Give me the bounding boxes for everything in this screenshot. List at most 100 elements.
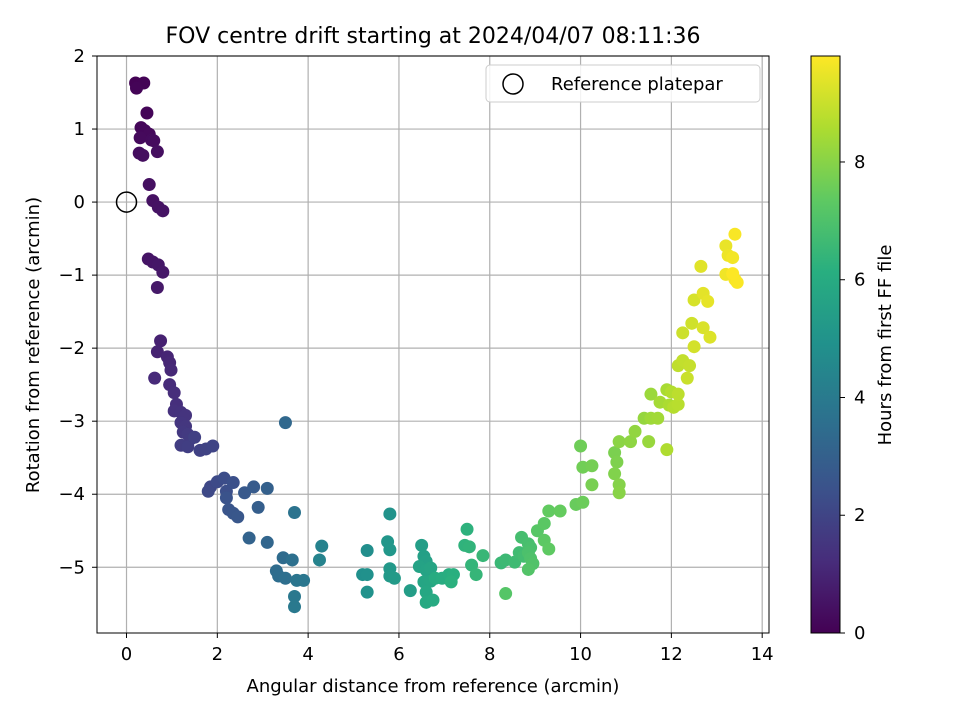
- data-point: [387, 571, 401, 585]
- data-point: [142, 178, 156, 192]
- data-point: [188, 430, 202, 444]
- x-axis-label: Angular distance from reference (arcmin): [247, 676, 620, 697]
- data-point: [701, 294, 715, 308]
- data-point: [150, 145, 164, 159]
- data-point: [206, 439, 220, 453]
- data-point: [136, 148, 150, 162]
- data-point: [315, 539, 329, 553]
- y-axis-ticks: 2 1 0 −1 −2 −3 −4 −5: [58, 46, 97, 578]
- data-point: [687, 340, 701, 354]
- legend: Reference platepar: [485, 64, 761, 103]
- data-point: [147, 134, 161, 148]
- colorbar-tick-label: 0: [854, 623, 865, 644]
- data-point: [612, 435, 626, 449]
- y-axis-label: Rotation from reference (arcmin): [23, 197, 44, 493]
- data-point: [288, 589, 302, 603]
- data-point: [285, 553, 299, 567]
- data-point: [694, 259, 708, 273]
- data-point: [696, 321, 710, 335]
- data-point: [644, 387, 658, 401]
- data-point: [624, 435, 638, 449]
- data-point: [360, 543, 374, 557]
- y-tick-label: −4: [58, 484, 85, 505]
- data-point: [521, 562, 535, 576]
- data-point: [703, 330, 717, 344]
- data-point: [585, 478, 599, 492]
- data-point: [542, 504, 556, 518]
- data-point: [676, 326, 690, 340]
- data-point: [553, 504, 567, 518]
- data-point: [219, 491, 233, 505]
- data-point: [728, 227, 742, 241]
- colorbar-tick-label: 2: [854, 505, 865, 526]
- legend-marker-icon: [502, 73, 524, 95]
- data-point: [383, 543, 397, 557]
- data-point: [154, 334, 168, 348]
- x-tick-label: 14: [751, 644, 774, 665]
- data-point: [628, 424, 642, 438]
- data-point: [360, 568, 374, 582]
- y-tick-label: −3: [58, 411, 85, 432]
- data-point: [133, 131, 147, 145]
- data-point: [403, 584, 417, 598]
- x-tick-label: 8: [484, 644, 495, 665]
- x-tick-label: 10: [569, 644, 592, 665]
- data-point: [576, 495, 590, 509]
- colorbar-ticks: 0 2 4 6 8: [840, 152, 865, 644]
- y-tick-label: 0: [74, 192, 85, 213]
- legend-label: Reference platepar: [551, 74, 723, 95]
- data-point: [226, 476, 240, 490]
- data-point: [360, 585, 374, 599]
- data-point: [415, 538, 429, 552]
- data-point: [312, 553, 326, 567]
- data-point: [150, 281, 164, 295]
- data-point: [462, 540, 476, 554]
- data-point: [140, 106, 154, 120]
- data-point: [278, 416, 292, 430]
- y-tick-label: 1: [74, 119, 85, 140]
- data-point: [671, 387, 685, 401]
- data-point: [585, 459, 599, 473]
- colorbar-tick-label: 6: [854, 270, 865, 291]
- y-tick-label: −5: [58, 557, 85, 578]
- data-point: [444, 575, 458, 589]
- y-tick-label: −2: [58, 338, 85, 359]
- reference-platepar-point: [115, 191, 138, 213]
- colorbar-gradient: [810, 55, 841, 634]
- grid: [97, 55, 769, 633]
- data-point: [671, 397, 685, 411]
- data-point: [201, 484, 215, 498]
- data-point: [537, 516, 551, 530]
- data-point: [608, 467, 622, 481]
- data-point: [426, 593, 440, 607]
- x-tick-label: 6: [393, 644, 404, 665]
- data-point: [288, 600, 302, 614]
- data-point: [181, 440, 195, 454]
- data-point: [687, 293, 701, 307]
- data-point: [242, 531, 256, 545]
- data-point: [260, 535, 274, 549]
- data-point: [167, 386, 181, 400]
- data-point: [680, 371, 694, 385]
- colorbar-tick-label: 4: [854, 387, 865, 408]
- colorbar-tick-label: 8: [854, 152, 865, 173]
- data-point: [164, 363, 178, 377]
- reference-marker: [115, 191, 138, 213]
- data-point: [130, 81, 144, 95]
- x-tick-label: 12: [660, 644, 683, 665]
- data-point: [651, 411, 665, 425]
- y-tick-label: 2: [74, 46, 85, 67]
- colorbar: 0 2 4 6 8 Hours from first FF file: [810, 55, 896, 644]
- chart-title: FOV centre drift starting at 2024/04/07 …: [166, 24, 701, 49]
- data-point: [683, 359, 697, 373]
- data-point: [542, 542, 556, 556]
- data-point: [260, 481, 274, 495]
- colorbar-label: Hours from first FF file: [875, 245, 896, 446]
- data-point: [726, 267, 740, 281]
- scatter-points: [129, 76, 744, 614]
- data-point: [278, 571, 292, 585]
- data-point: [297, 573, 311, 587]
- x-axis-ticks: 0 2 4 6 8 10 12 14: [121, 633, 774, 665]
- data-point: [685, 316, 699, 330]
